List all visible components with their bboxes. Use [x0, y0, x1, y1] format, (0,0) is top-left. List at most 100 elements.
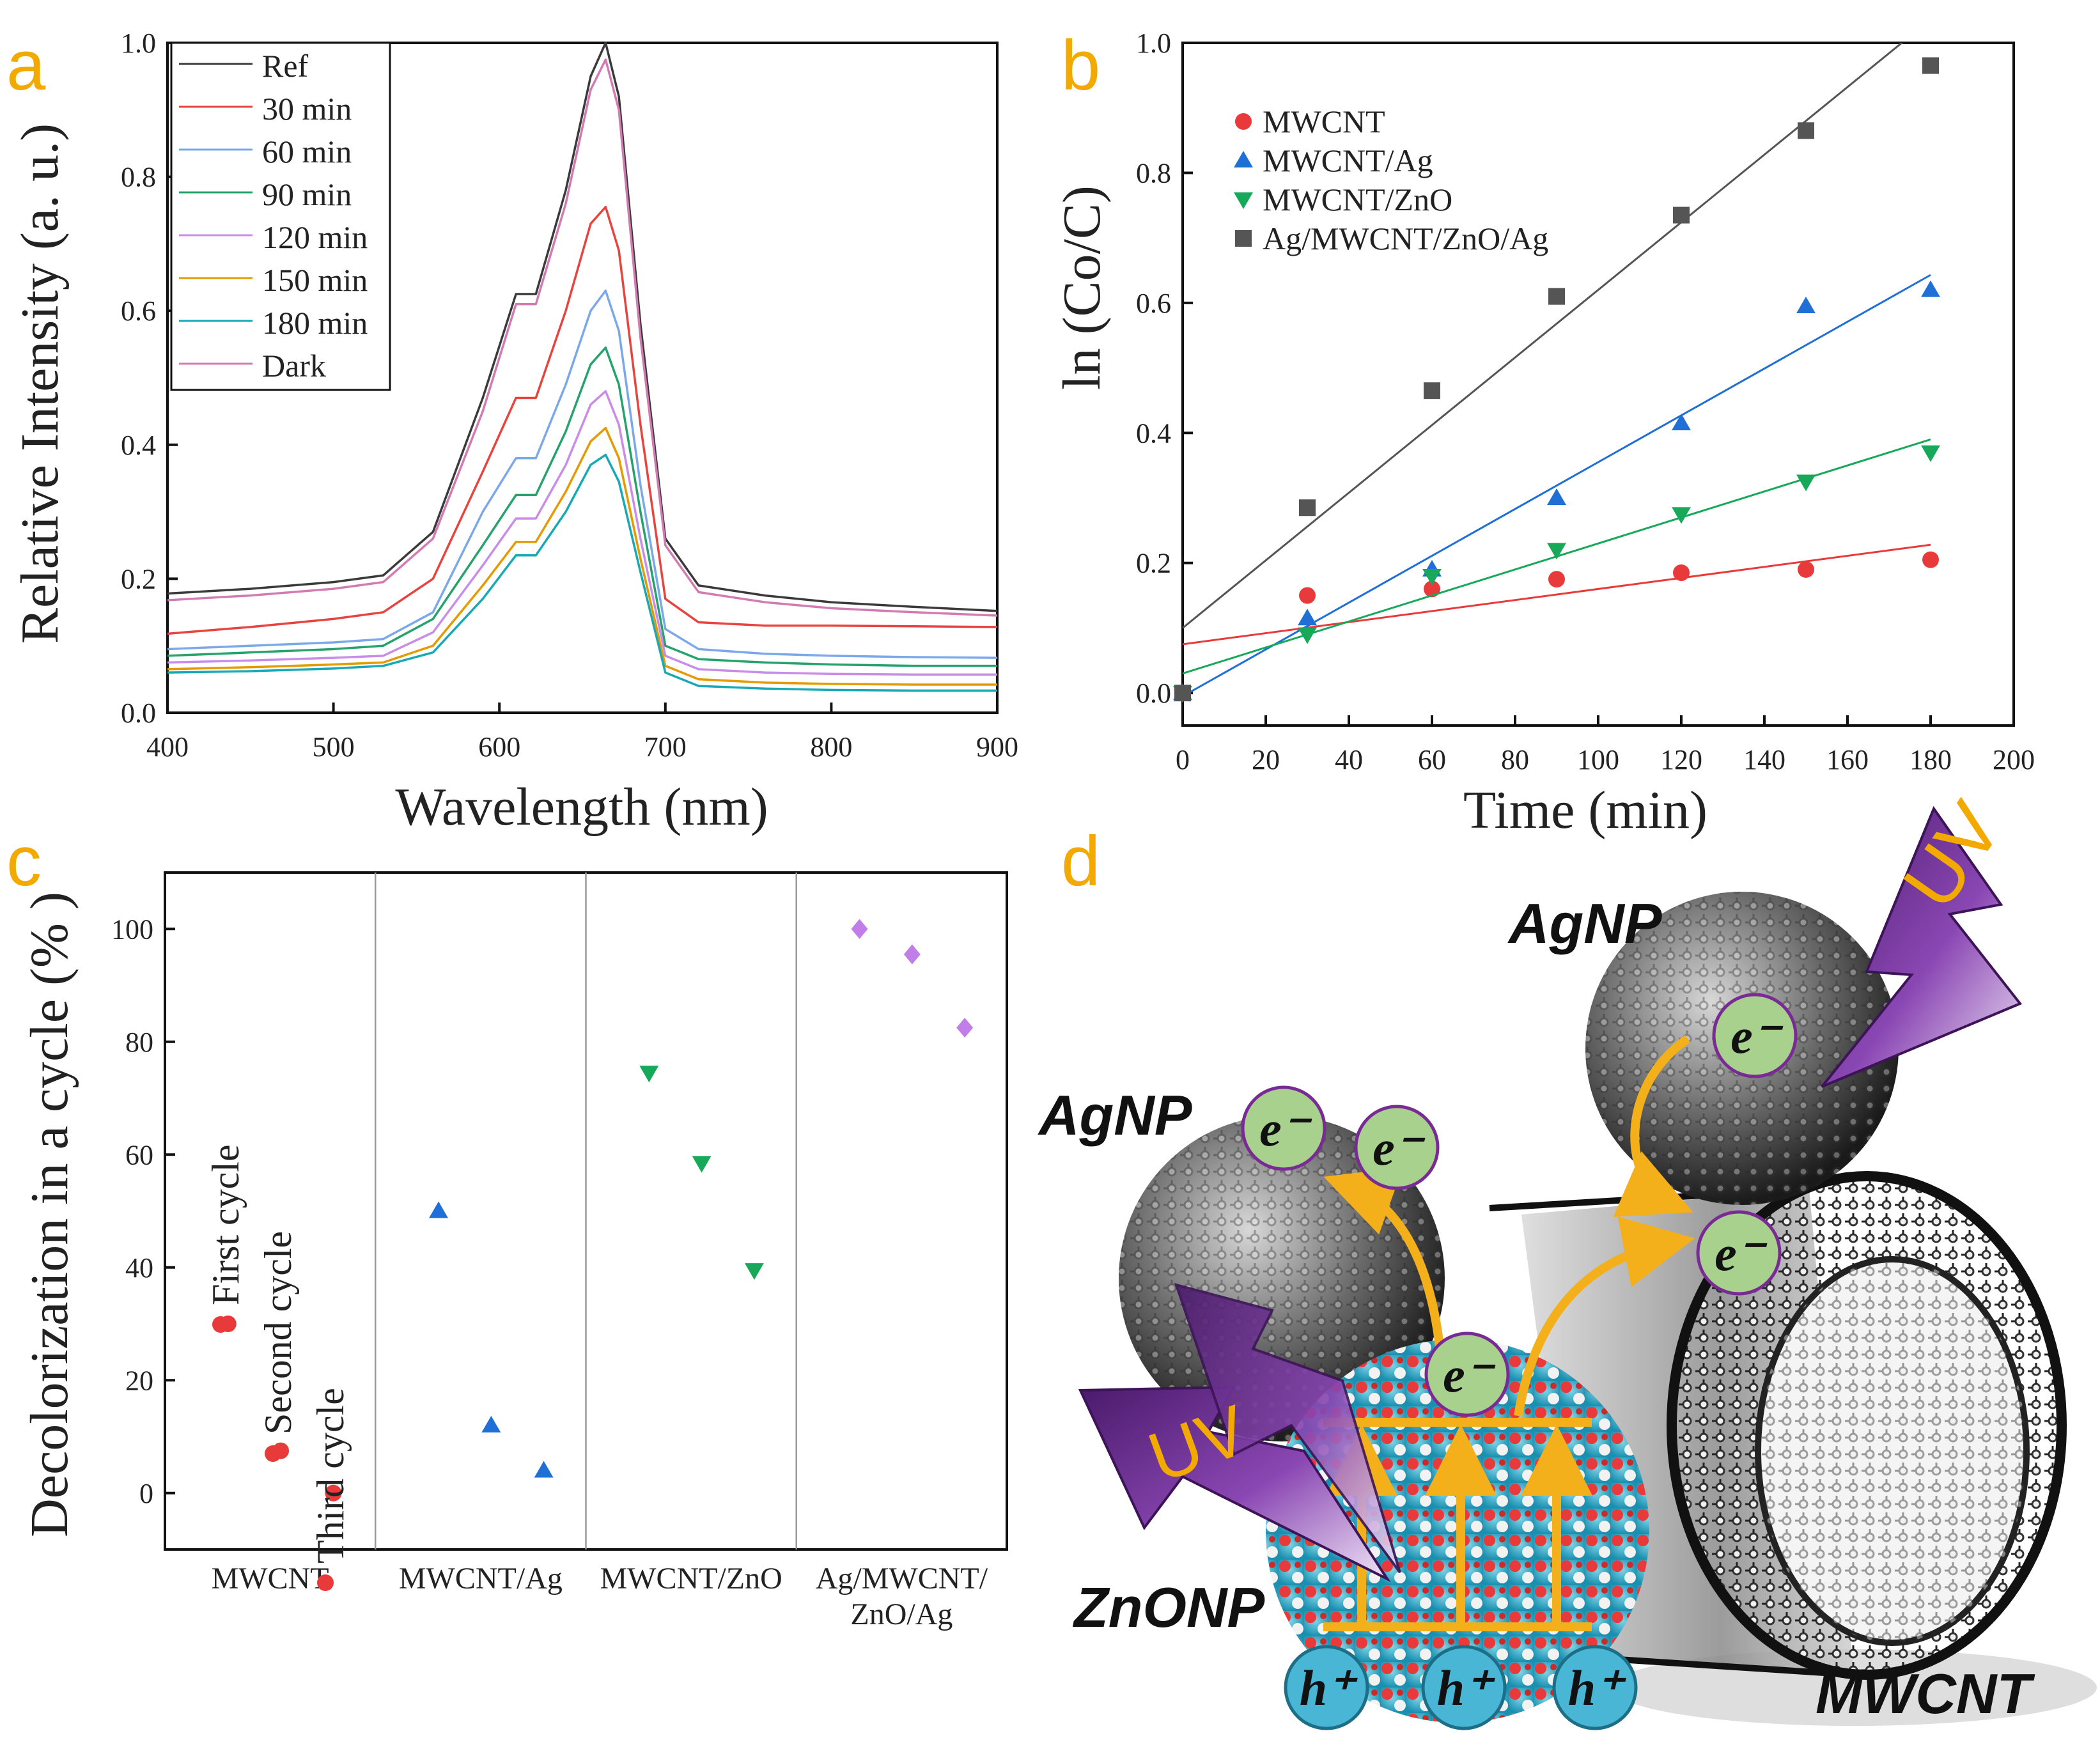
panel-letter-c: c — [6, 822, 42, 901]
b-x-tick-label: 60 — [1418, 744, 1446, 775]
b-y-tick-label: 0.2 — [1136, 548, 1171, 579]
a-x-tick-label: 500 — [313, 731, 355, 763]
b-point-0-6 — [1922, 551, 1939, 568]
b-y-tick-label: 0.4 — [1136, 417, 1171, 449]
c-category-label-1: MWCNT/Ag — [399, 1562, 563, 1596]
c-y-tick-label: 20 — [125, 1365, 153, 1396]
c-y-tick-label: 80 — [125, 1027, 153, 1058]
svg-text:e⁻: e⁻ — [1715, 1225, 1768, 1281]
b-point-2-2 — [1422, 569, 1442, 586]
a-series-line-6 — [167, 453, 997, 692]
b-x-tick-label: 180 — [1909, 744, 1952, 775]
a-x-tick-label: 900 — [976, 731, 1018, 763]
c-point-3-2 — [956, 1018, 974, 1038]
uv-bolt-top — [1821, 805, 2023, 1088]
a-y-tick-label: 0.4 — [121, 430, 156, 461]
electron-4: e⁻ — [1712, 993, 1798, 1078]
c-point-2-1 — [692, 1156, 712, 1173]
b-y-tick-label: 1.0 — [1136, 27, 1171, 59]
b-legend-marker-0 — [1235, 113, 1252, 130]
a-series-line-7 — [167, 58, 998, 617]
svg-text:e⁻: e⁻ — [1731, 1008, 1784, 1064]
b-point-0-5 — [1798, 561, 1814, 578]
b-y-tick-label: 0.0 — [1136, 678, 1171, 709]
b-x-tick-label: 20 — [1252, 744, 1280, 775]
a-x-tick-label: 700 — [644, 731, 687, 763]
c-legend-marker-1 — [265, 1445, 281, 1462]
b-point-2-4 — [1672, 507, 1691, 524]
label-znonp: ZnONP — [1072, 1576, 1265, 1639]
b-point-0-3 — [1548, 571, 1565, 588]
c-legend-marker-0 — [212, 1316, 229, 1333]
b-fit-line-3 — [1183, 43, 1904, 629]
b-point-1-6 — [1921, 280, 1940, 297]
a-legend-label-4: 120 min — [262, 219, 368, 255]
a-series-line-2 — [167, 290, 998, 659]
chart-panel-a: 400 500 600 700 800 900 0.0 0.2 0.4 0.6 0.8 1.0 Wave… — [10, 27, 1018, 837]
chart-panel-b: 0 20 40 60 80 100 120 140 160 180 200 0.0 0.2 0.4 0.6 0… — [1052, 27, 2035, 840]
a-series-line-4 — [167, 390, 997, 676]
svg-text:e⁻: e⁻ — [1259, 1101, 1312, 1156]
c-point-2-2 — [744, 1263, 764, 1280]
a-series-line-3 — [167, 346, 997, 667]
a-x-tick-label: 600 — [478, 731, 520, 763]
c-legend-label-1: Second cycle — [257, 1231, 299, 1434]
svg-text:h⁺: h⁺ — [1437, 1660, 1495, 1716]
b-fit-line-0 — [1183, 543, 1931, 646]
a-y-tick-label: 0.0 — [121, 697, 156, 729]
c-y-tick-label: 40 — [125, 1252, 153, 1284]
c-legend-label-2: Third cycle — [309, 1388, 352, 1564]
hole-3: h⁺ — [1552, 1645, 1638, 1730]
svg-text:h⁺: h⁺ — [1300, 1660, 1358, 1716]
b-x-tick-label: 140 — [1743, 744, 1785, 775]
c-point-3-1 — [903, 944, 921, 965]
b-point-2-1 — [1298, 627, 1317, 644]
b-point-1-1 — [1298, 609, 1317, 626]
b-legend-label-3: Ag/MWCNT/ZnO/Ag — [1263, 221, 1548, 256]
a-series-line-0 — [167, 42, 998, 612]
a-legend-label-2: 60 min — [262, 134, 352, 169]
mwcnt-tube — [1489, 1171, 2067, 1680]
b-point-0-2 — [1424, 580, 1440, 598]
b-x-tick-label: 200 — [1993, 744, 2035, 775]
a-y-tick-label: 0.2 — [121, 563, 156, 594]
electron-1: e⁻ — [1241, 1085, 1326, 1171]
b-x-tick-label: 160 — [1826, 744, 1869, 775]
chart-panel-c: 0 20 40 60 80 100 MWCNT MWCNT/Ag MWCNT/ZnO Ag/MWC… — [20, 871, 1008, 1631]
b-point-3-2 — [1424, 382, 1440, 400]
a-series-line-5 — [167, 426, 997, 686]
b-point-3-0 — [1174, 685, 1191, 702]
b-legend-label-2: MWCNT/ZnO — [1263, 182, 1452, 217]
b-point-2-6 — [1921, 445, 1940, 462]
a-legend-label-6: 180 min — [262, 305, 368, 341]
b-x-axis-label: Time (min) — [1463, 780, 1707, 840]
b-x-tick-label: 120 — [1660, 744, 1702, 775]
c-category-label-2: MWCNT/ZnO — [600, 1562, 782, 1596]
hole-2: h⁺ — [1421, 1645, 1507, 1730]
a-y-tick-label: 0.8 — [121, 162, 156, 193]
b-y-tick-label: 0.6 — [1136, 288, 1171, 319]
a-x-tick-label: 800 — [810, 731, 852, 763]
a-y-tick-label: 1.0 — [121, 27, 156, 59]
electron-3: e⁻ — [1424, 1332, 1510, 1417]
c-point-1-0 — [429, 1201, 448, 1218]
b-legend-marker-3 — [1235, 230, 1252, 247]
c-point-2-0 — [639, 1066, 659, 1083]
c-point-1-2 — [534, 1461, 554, 1478]
svg-text:e⁻: e⁻ — [1373, 1120, 1426, 1176]
b-point-3-4 — [1673, 206, 1690, 224]
panel-letter-a: a — [6, 26, 46, 105]
a-legend-box — [170, 42, 391, 391]
electron-5: e⁻ — [1696, 1210, 1782, 1296]
b-legend-label-1: MWCNT/Ag — [1263, 143, 1433, 178]
b-legend-marker-1 — [1234, 151, 1253, 168]
b-point-3-1 — [1299, 499, 1316, 516]
uv-bolt-left — [1078, 1283, 1401, 1583]
hole-1: h⁺ — [1284, 1645, 1369, 1730]
b-legend-label-0: MWCNT — [1263, 104, 1385, 139]
label-agnp-left: AgNP — [1038, 1083, 1192, 1147]
a-y-tick-label: 0.6 — [121, 295, 156, 327]
c-y-tick-label: 60 — [125, 1139, 153, 1170]
b-point-2-5 — [1796, 474, 1816, 492]
c-y-tick-label: 100 — [111, 913, 153, 945]
